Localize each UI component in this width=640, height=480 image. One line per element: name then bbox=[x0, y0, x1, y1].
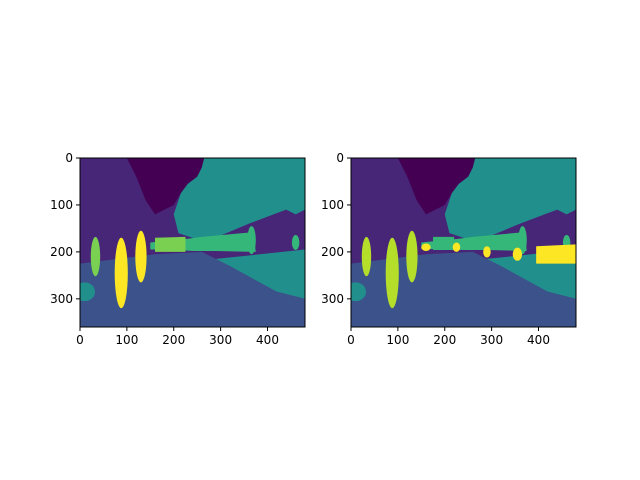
x-tick-label: 200 bbox=[433, 333, 456, 347]
region-pedestrian bbox=[385, 237, 399, 309]
x-tick-label: 100 bbox=[115, 333, 138, 347]
region-vehicle bbox=[155, 236, 186, 252]
subplot-1: 0 100 200 300 400 0 100 200 300 bbox=[50, 151, 306, 347]
region-terrain bbox=[215, 249, 305, 299]
y-tick-label: 300 bbox=[321, 292, 344, 306]
region-pedestrian bbox=[406, 230, 418, 283]
x-tick-label: 400 bbox=[527, 333, 550, 347]
segmentation-image bbox=[80, 158, 305, 327]
region-vegetation bbox=[173, 158, 305, 241]
y-tick-label: 300 bbox=[50, 292, 73, 306]
axes-frame bbox=[350, 157, 577, 328]
region-extra-vehicle bbox=[536, 244, 576, 264]
y-tick-label: 200 bbox=[321, 245, 344, 259]
region-sign bbox=[291, 234, 300, 251]
y-tick-label: 200 bbox=[50, 245, 73, 259]
region-pedestrian bbox=[114, 237, 128, 309]
region-pedestrian bbox=[135, 230, 147, 283]
y-tick-label: 100 bbox=[321, 198, 344, 212]
subplot-2: 0 100 200 300 400 0 100 200 300 bbox=[321, 151, 577, 347]
region-extra-object bbox=[421, 243, 431, 251]
region-extra-object bbox=[483, 246, 491, 258]
y-tick-label: 0 bbox=[336, 151, 344, 165]
region-pole bbox=[518, 226, 527, 255]
x-tick-label: 0 bbox=[347, 333, 355, 347]
x-tick-label: 200 bbox=[162, 333, 185, 347]
region-extra-object bbox=[512, 247, 523, 261]
x-tick-label: 0 bbox=[76, 333, 84, 347]
region-vehicle bbox=[433, 236, 455, 251]
region-pole bbox=[247, 226, 256, 255]
x-tick-label: 400 bbox=[256, 333, 279, 347]
y-tick-label: 100 bbox=[50, 198, 73, 212]
region-vegetation bbox=[444, 158, 576, 241]
region-sidewalk-patch bbox=[351, 282, 366, 302]
region-extra-object bbox=[452, 242, 461, 252]
x-tick-label: 300 bbox=[209, 333, 232, 347]
region-sky bbox=[397, 158, 476, 215]
region-sidewalk-patch bbox=[80, 282, 95, 302]
x-tick-label: 300 bbox=[480, 333, 503, 347]
region-pedestrian bbox=[90, 236, 101, 277]
x-tick-label: 100 bbox=[386, 333, 409, 347]
region-sky bbox=[126, 158, 205, 215]
segmentation-image bbox=[351, 158, 576, 327]
y-tick-label: 0 bbox=[65, 151, 73, 165]
axes-frame bbox=[79, 157, 306, 328]
region-pedestrian bbox=[361, 236, 372, 277]
